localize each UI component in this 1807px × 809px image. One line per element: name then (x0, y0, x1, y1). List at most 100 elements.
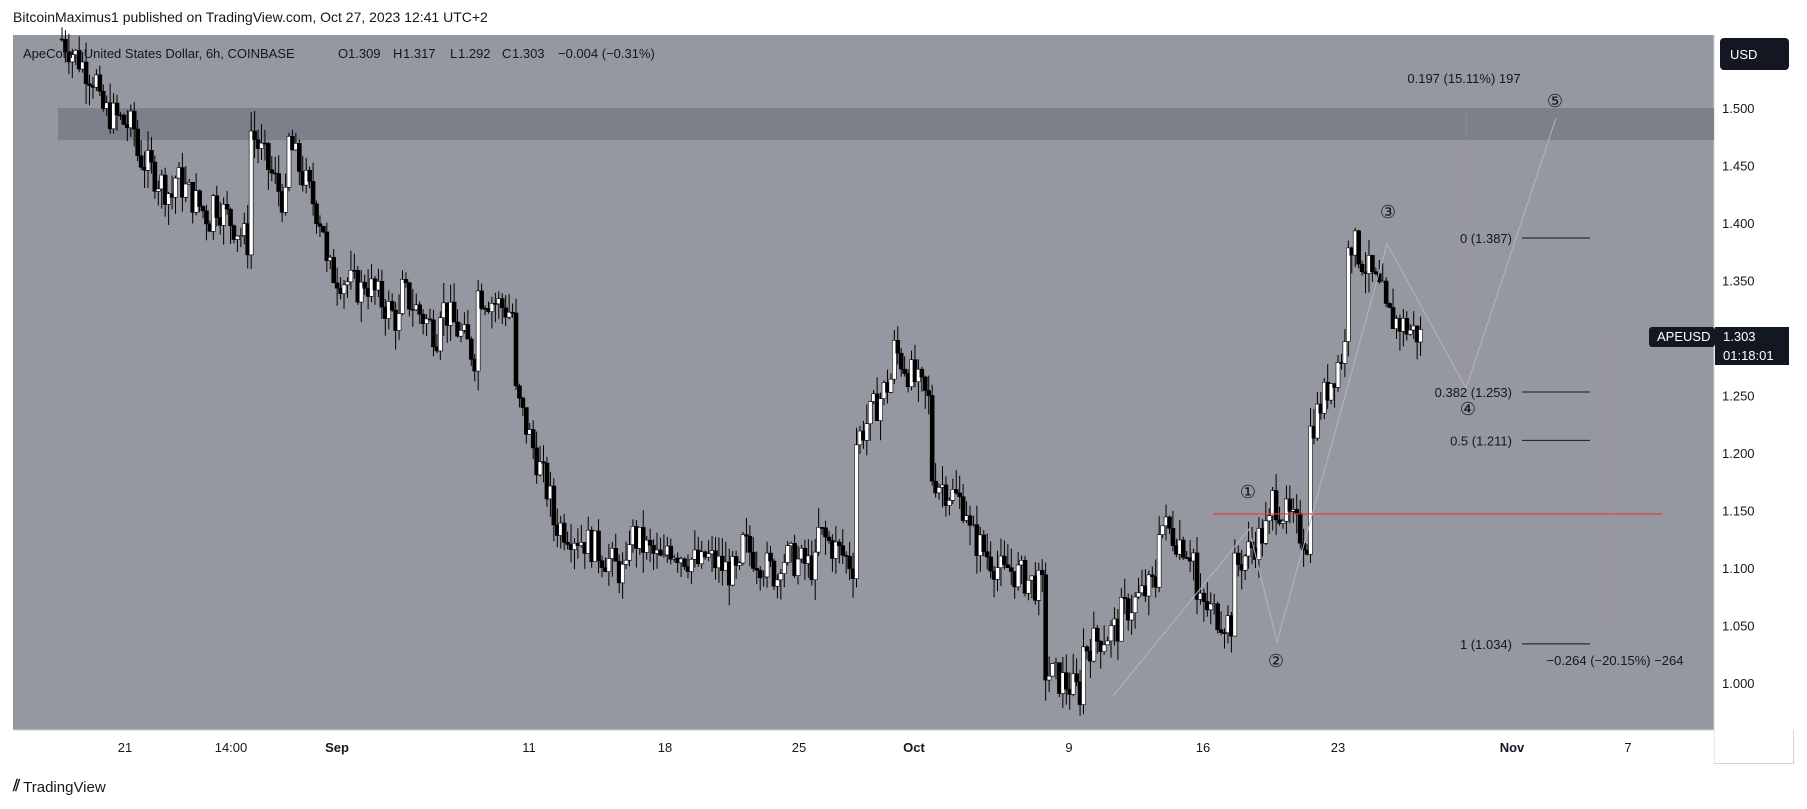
resistance-zone[interactable] (58, 108, 1714, 141)
fib-level-label: 1 (1.034) (1460, 637, 1512, 652)
candle-body (1404, 318, 1410, 335)
candle-body (1026, 579, 1031, 594)
candle-body (297, 143, 302, 172)
candle-body (953, 489, 959, 494)
candle-body (1094, 627, 1100, 642)
candle-body (1156, 534, 1162, 588)
price-tick-label: 1.200 (1722, 446, 1755, 461)
wave-label-3[interactable]: ③ (1380, 202, 1396, 223)
tradingview-logo[interactable]: ⫽ TradingView (13, 778, 106, 796)
candle-body (1050, 663, 1055, 677)
candle-body (455, 321, 460, 337)
candle-body (1125, 598, 1131, 621)
legend-close-label: C (502, 46, 511, 61)
candle-body (706, 553, 711, 558)
candle-body (345, 281, 350, 286)
candle-body (1180, 539, 1186, 558)
candle-body (926, 390, 932, 396)
candle-body (613, 548, 619, 562)
candle-body (231, 225, 237, 240)
candle-body (1246, 541, 1251, 557)
candle-body (878, 398, 883, 421)
price-axis[interactable] (1714, 35, 1794, 730)
fibonacci-levels[interactable]: 0 (1.387) 0.382 (1.253) 0.5 (1.211) 1 (1.03… (1435, 231, 1590, 652)
candle-body (506, 311, 512, 318)
time-tick-label: Oct (903, 740, 925, 755)
candle-body (1119, 597, 1124, 642)
wave-label-2[interactable]: ② (1268, 651, 1284, 672)
time-axis-ticks: 21 14:00 Sep 11 18 25 Oct 9 16 23 Nov 7 (118, 740, 1632, 755)
candle-body (1201, 592, 1207, 602)
candle-body (1081, 646, 1086, 705)
candle-body (389, 301, 395, 311)
wave-label-5[interactable]: ⑤ (1547, 91, 1563, 112)
wave-labels[interactable]: ① ② ③ ④ ⑤ (1240, 91, 1563, 672)
candle-body (180, 167, 185, 198)
wave-label-4[interactable]: ④ (1460, 399, 1476, 420)
candle-body (682, 558, 687, 567)
candle-body (572, 542, 577, 550)
candle-body (63, 39, 68, 53)
wave-label-1[interactable]: ① (1240, 482, 1256, 503)
candle-body (334, 282, 340, 289)
candle-body (510, 311, 515, 314)
candle-body (283, 186, 288, 213)
candle-body (465, 324, 471, 340)
candle-body (867, 401, 873, 425)
candle-body (936, 487, 942, 494)
candle-body (744, 534, 749, 537)
legend-low-label: L (450, 46, 457, 61)
candle-body (114, 102, 120, 116)
candle-body (451, 301, 457, 323)
candle-body (1215, 603, 1220, 630)
candle-body (479, 290, 484, 309)
price-tick-label: 1.400 (1722, 216, 1755, 231)
candle-body (324, 231, 330, 261)
candle-body (138, 155, 144, 168)
candle-body (1002, 555, 1007, 566)
elliott-wave-line[interactable] (1112, 117, 1557, 697)
candle-body (699, 551, 705, 565)
candle-body (499, 298, 505, 309)
fib-level-label: 0.382 (1.253) (1435, 385, 1512, 400)
candle-body (1418, 329, 1423, 343)
candle-body (661, 554, 667, 557)
candle-body (895, 339, 901, 354)
price-tick-label: 1.000 (1722, 676, 1755, 691)
time-tick-label: 9 (1065, 740, 1072, 755)
candle-body (276, 173, 281, 192)
candle-body (1356, 230, 1361, 265)
candle-body (224, 204, 230, 210)
candle-body (396, 313, 402, 331)
time-axis[interactable] (13, 730, 1714, 764)
candle-body (317, 223, 323, 227)
candle-body (489, 303, 495, 312)
legend-high-label: H (393, 46, 402, 61)
candle-body (1256, 528, 1262, 560)
candle-body (1084, 646, 1090, 652)
candle-body (957, 492, 962, 497)
candle-body (83, 61, 89, 85)
candle-body (544, 462, 550, 500)
candle-body (517, 385, 522, 399)
candle-body (400, 279, 405, 314)
candle-body (156, 188, 161, 192)
candle-body (761, 576, 766, 579)
candle-body (730, 556, 735, 586)
candle-body (1091, 627, 1097, 662)
symbol-legend[interactable]: ApeCoin / United States Dollar, 6h, COIN… (23, 46, 655, 61)
candle-body (204, 210, 209, 225)
candle-body (358, 281, 364, 303)
candle-body (424, 318, 429, 324)
candle-body (534, 447, 539, 476)
candle-body (647, 539, 653, 546)
candle-body (1101, 644, 1107, 652)
candle-body (417, 304, 422, 315)
tradingview-logo-text: TradingView (23, 778, 106, 796)
currency-button[interactable] (1720, 38, 1789, 70)
candle-body (888, 378, 894, 393)
candle-body (1015, 564, 1021, 588)
candle-body (768, 552, 773, 562)
candle-body (902, 368, 907, 374)
